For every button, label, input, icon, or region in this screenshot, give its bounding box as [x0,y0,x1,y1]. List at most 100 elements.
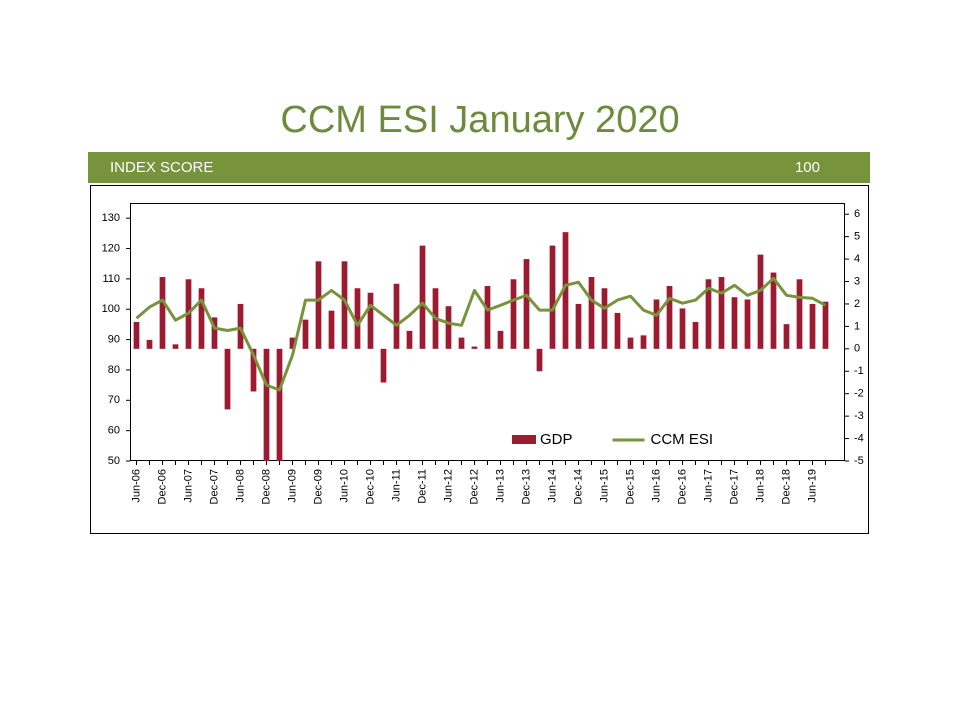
x-tick-label: Jun-08 [234,469,246,503]
x-tick-label: Jun-14 [546,469,558,503]
bar [627,337,634,349]
bar [510,279,517,349]
bar [445,306,452,349]
y2-tick-label: 0 [854,343,860,355]
x-tick-label: Dec-14 [572,469,584,504]
bar [250,348,257,392]
x-tick-label: Dec-06 [156,469,168,504]
bar [523,259,530,349]
bar [328,310,335,349]
x-tick-label: Jun-09 [286,469,298,503]
x-tick-label: Jun-19 [806,469,818,503]
bar [666,286,673,349]
y2-tick-label: -4 [854,432,864,444]
y-tick-label: 120 [102,242,120,254]
bar [718,277,725,349]
y2-tick-label: 3 [854,275,860,287]
y-tick-label: 50 [108,455,120,467]
x-tick-label: Jun-17 [702,469,714,503]
bar [406,330,413,349]
bar [302,319,309,349]
bar [367,292,374,349]
bar [341,261,348,349]
y2-tick-label: 2 [854,298,860,310]
x-tick-label: Dec-13 [520,469,532,504]
x-tick-label: Jun-06 [130,469,142,503]
bar [796,279,803,349]
y2-tick-label: 4 [854,253,860,265]
bar [237,303,244,349]
bar [549,245,556,349]
bar [575,303,582,349]
bar [809,303,816,349]
y-tick-label: 80 [108,364,120,376]
bar [757,254,764,349]
bar [172,344,179,349]
bar [393,283,400,349]
x-tick-label: Dec-18 [780,469,792,504]
legend-label: CCM ESI [651,431,714,448]
bar [146,339,153,349]
bar [536,348,543,372]
bar [354,288,361,349]
y2-tick-label: -2 [854,388,864,400]
banner-label: INDEX SCORE [110,159,213,176]
line [135,276,827,392]
y2-tick-label: -1 [854,365,864,377]
y-tick-label: 60 [108,425,120,437]
x-tick-label: Dec-12 [468,469,480,504]
bar [289,337,296,349]
x-tick-label: Dec-07 [208,469,220,504]
bar [198,288,205,349]
bar [458,337,465,349]
banner-value: 100 [795,159,820,176]
x-tick-label: Dec-17 [728,469,740,504]
x-tick-label: Jun-18 [754,469,766,503]
y-tick-label: 110 [102,273,120,285]
x-tick-label: Jun-11 [390,469,402,502]
y2-tick-label: -3 [854,410,864,422]
bar [705,279,712,349]
x-tick-label: Jun-10 [338,469,350,503]
bar [614,312,621,349]
x-tick-label: Dec-08 [260,469,272,504]
banner [88,152,870,183]
bar [653,299,660,349]
x-tick-label: Jun-15 [598,469,610,503]
y2-tick-label: 5 [854,231,860,243]
legend-swatch [512,435,536,444]
chart-frame [90,185,869,534]
bar [133,321,140,349]
y-tick-label: 130 [102,212,120,224]
y2-tick-label: -5 [854,455,864,467]
bar [276,348,283,461]
x-tick-label: Dec-16 [676,469,688,504]
x-tick-label: Jun-13 [494,469,506,503]
x-tick-label: Dec-10 [364,469,376,504]
bar [497,330,504,349]
plot-layer [133,232,829,461]
bar [588,277,595,349]
x-tick-label: Dec-09 [312,469,324,504]
y2-tick-label: 6 [854,208,860,220]
bar [471,346,478,349]
bar [731,297,738,349]
bar [744,299,751,349]
bar [783,324,790,349]
y-tick-label: 90 [108,333,120,345]
bar [640,335,647,349]
x-tick-label: Dec-11 [416,469,428,504]
bar [601,288,608,349]
bar [822,301,829,349]
bar [562,232,569,349]
bar [315,261,322,349]
x-tick-label: Jun-16 [650,469,662,503]
legend-label: GDP [540,431,573,448]
x-tick-label: Jun-07 [182,469,194,503]
bar [211,317,218,349]
bar [159,277,166,349]
chart-title: CCM ESI January 2020 [280,99,679,141]
bar [484,286,491,349]
y-tick-label: 70 [108,394,120,406]
